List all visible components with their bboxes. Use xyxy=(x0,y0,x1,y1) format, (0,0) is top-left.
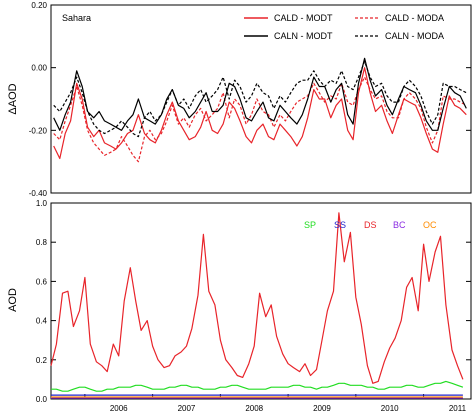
legend-label-cald-moda: CALD - MODA xyxy=(385,13,444,23)
delta-aod-y-axis-label: ΔAOD xyxy=(7,83,19,114)
aod-x-tick-label: 2008 xyxy=(245,404,263,413)
delta-aod-y-tick-label: -0.20 xyxy=(29,126,48,135)
aod-x-tick-label: 2007 xyxy=(178,404,196,413)
series-line-sp xyxy=(51,380,464,392)
aod-y-tick-label: 1.0 xyxy=(36,199,48,208)
legend-label-caln-moda: CALN - MODA xyxy=(385,31,444,41)
legend-label-bc: BC xyxy=(393,220,406,230)
legend-label-ds: DS xyxy=(364,220,377,230)
aod-x-tick-label: 2010 xyxy=(381,404,399,413)
delta-aod-legend: CALD - MODT CALD - MODA CALN - MODT CALN… xyxy=(244,13,444,41)
region-annotation: Sahara xyxy=(62,13,91,23)
delta-aod-series xyxy=(53,57,467,163)
delta-aod-y-tick-label: 0.20 xyxy=(31,1,47,10)
delta-aod-y-ticks: 0.20 0.00 -0.20 -0.40 xyxy=(29,1,471,198)
series-line-caln-modt xyxy=(53,57,467,131)
aod-y-tick-label: 0.6 xyxy=(36,277,48,286)
aod-y-tick-label: 0.4 xyxy=(36,317,48,326)
delta-aod-panel: Sahara ΔAOD 0.20 0.00 -0.20 -0.40 CALD - MO… xyxy=(7,1,472,198)
aod-y-tick-label: 0.8 xyxy=(36,238,48,247)
aod-panel: AOD 0.0 0.2 0.4 0.6 0.8 1.0 2006 2007 2008 2009 2… xyxy=(7,199,472,413)
legend-label-ss: SS xyxy=(334,220,346,230)
series-line-ds xyxy=(50,212,464,384)
aod-x-tick-label: 2009 xyxy=(313,404,331,413)
aod-y-tick-label: 0.0 xyxy=(36,395,48,404)
aod-y-ticks: 0.0 0.2 0.4 0.6 0.8 1.0 xyxy=(36,199,471,404)
aod-plot-frame xyxy=(50,202,472,400)
delta-aod-y-tick-label: -0.40 xyxy=(29,189,48,198)
aod-y-axis-label: AOD xyxy=(7,288,19,312)
legend-label-sp: SP xyxy=(304,220,316,230)
aod-legend: SP SS DS BC OC xyxy=(304,220,437,230)
legend-label-caln-modt: CALN - MODT xyxy=(274,31,333,41)
series-line-cald-moda xyxy=(53,76,467,163)
legend-label-cald-modt: CALD - MODT xyxy=(274,13,333,23)
aod-series xyxy=(50,212,464,399)
legend-label-oc: OC xyxy=(423,220,437,230)
aod-x-tick-label: 2006 xyxy=(110,404,128,413)
aod-y-tick-label: 0.2 xyxy=(36,356,48,365)
aod-x-tick-label: 2011 xyxy=(449,404,467,413)
delta-aod-y-tick-label: 0.00 xyxy=(31,64,47,73)
